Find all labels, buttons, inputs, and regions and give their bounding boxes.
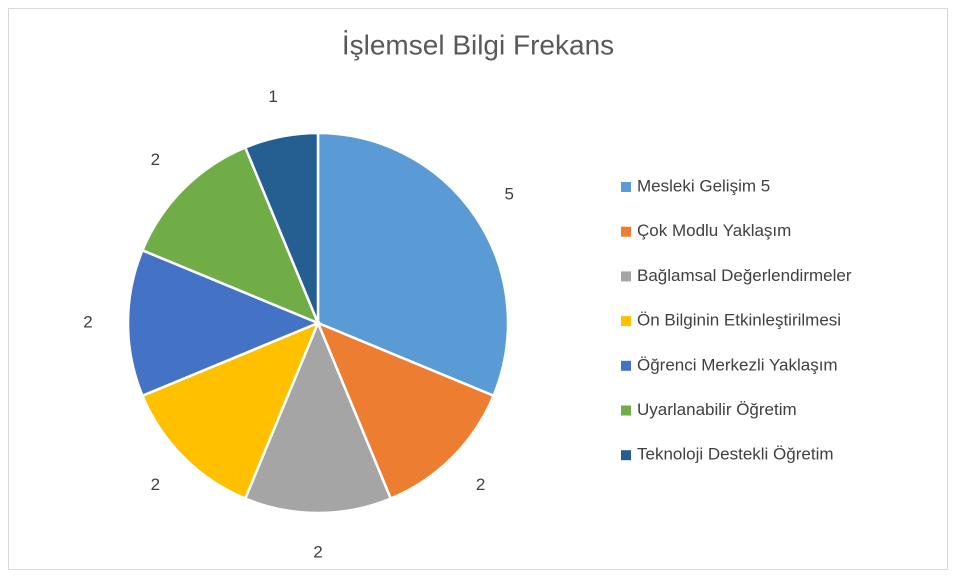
legend-label: Çok Modlu Yaklaşım	[637, 221, 791, 240]
data-label: 2	[151, 150, 160, 169]
legend-swatch	[621, 450, 631, 461]
data-label: 2	[313, 542, 322, 561]
data-label: 1	[268, 87, 277, 106]
data-label: 5	[505, 185, 514, 204]
chart-title: İşlemsel Bilgi Frekans	[342, 29, 614, 60]
legend-label: Ön Bilginin Etkinleştirilmesi	[637, 311, 841, 330]
data-label: 2	[151, 475, 160, 494]
pie-slice	[140, 320, 321, 501]
pie-slice	[140, 145, 321, 326]
legend-label: Öğrenci Merkezli Yaklaşım	[637, 355, 838, 374]
pie-slice	[243, 319, 393, 515]
pie-slice	[316, 131, 510, 398]
legend-swatch	[621, 360, 631, 371]
legend-label: Teknoloji Destekli Öğretim	[637, 445, 834, 464]
legend-swatch	[621, 316, 631, 327]
data-label: 2	[83, 312, 92, 331]
pie-slice	[315, 320, 496, 501]
legend-label: Uyarlanabilir Öğretim	[637, 400, 797, 419]
legend-swatch	[621, 226, 631, 237]
legend-swatch	[621, 271, 631, 282]
pie-slice	[243, 131, 320, 324]
data-label: 2	[476, 475, 485, 494]
legend-label: Mesleki Gelişim 5	[637, 176, 770, 195]
legend-label: Bağlamsal Değerlendirmeler	[637, 266, 852, 285]
legend-swatch	[621, 405, 631, 416]
legend-swatch	[621, 182, 631, 192]
pie-slice	[126, 248, 322, 398]
